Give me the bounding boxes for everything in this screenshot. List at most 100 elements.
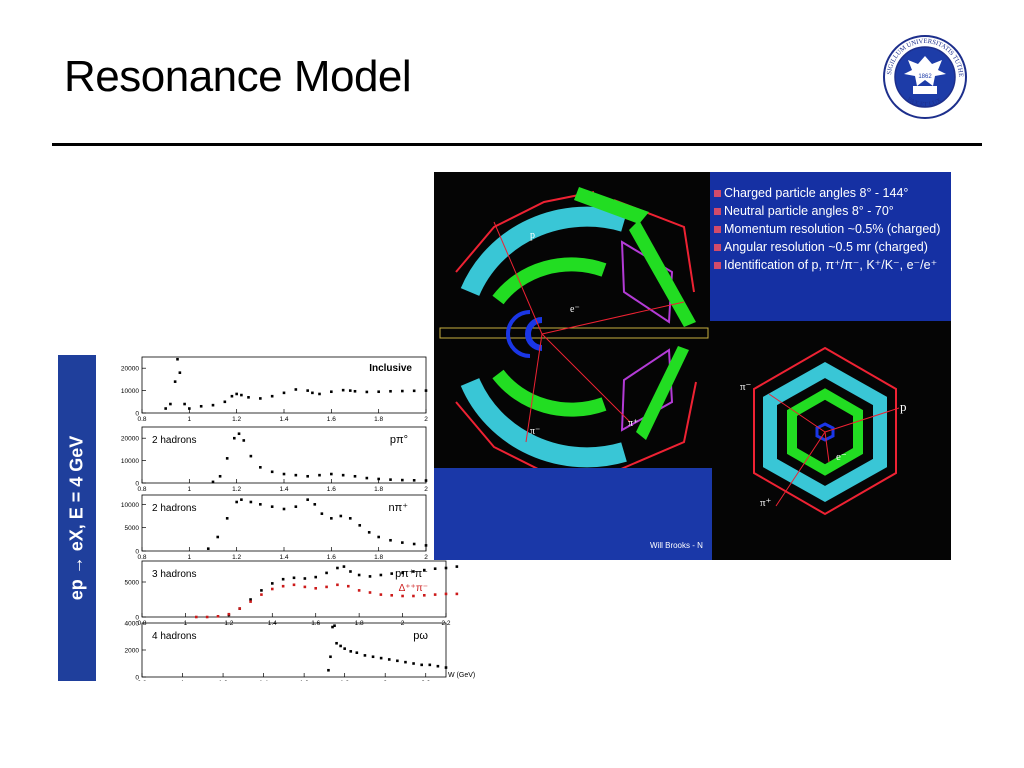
side-label-pi-minus: π⁻	[530, 426, 540, 437]
x-tick-label: 0.8	[137, 680, 146, 681]
data-point	[412, 389, 416, 393]
x-tick-label: 1.2	[232, 486, 241, 493]
data-point	[346, 584, 350, 588]
data-point	[444, 592, 448, 596]
x-tick-label: 1.8	[374, 486, 383, 493]
data-point	[270, 394, 274, 398]
data-point	[318, 392, 321, 396]
data-point	[282, 507, 286, 511]
data-point	[353, 474, 357, 478]
data-point	[336, 583, 339, 587]
x-tick-label: 0.8	[137, 486, 146, 493]
data-point	[348, 517, 352, 520]
bullet-icon	[714, 262, 721, 270]
y-tick-label: 20000	[121, 366, 139, 373]
data-point	[412, 594, 415, 598]
data-point	[401, 389, 404, 393]
data-point	[218, 474, 222, 478]
x-tick-label: 2	[424, 486, 428, 493]
data-point	[333, 624, 336, 627]
data-point	[281, 577, 285, 581]
end-view-diagram: π⁻ p e⁻ π⁺	[740, 346, 907, 516]
data-point	[259, 503, 262, 506]
data-point	[205, 615, 209, 619]
data-point	[401, 571, 404, 575]
data-point	[270, 470, 274, 474]
x-tick-label: 1.2	[224, 620, 233, 627]
data-point	[455, 565, 459, 568]
detector-spec-item: Identification of p, π⁺/π⁻, K⁺/K⁻, e⁻/e⁺	[714, 256, 951, 274]
detector-spec-text: Identification of p, π⁺/π⁻, K⁺/K⁻, e⁻/e⁺	[724, 258, 938, 272]
data-point	[358, 524, 362, 527]
detector-spec-text: Momentum resolution ~0.5% (charged)	[724, 222, 941, 236]
data-point	[247, 396, 250, 399]
data-point	[294, 388, 298, 391]
data-point	[387, 658, 391, 661]
plot-frame	[141, 560, 447, 618]
data-point	[379, 656, 383, 660]
x-tick-label: 2	[424, 554, 428, 561]
data-point	[325, 585, 328, 589]
plot-sub-channel: Δ⁺⁺π⁻	[399, 583, 428, 594]
y-tick-label: 5000	[125, 580, 140, 587]
x-tick-label: 1.4	[279, 554, 288, 561]
x-tick-label: 2	[424, 416, 428, 423]
y-tick-label: 10000	[121, 502, 139, 509]
data-point	[377, 390, 380, 394]
data-point	[206, 547, 210, 550]
y-tick-label: 0	[135, 549, 139, 556]
y-tick-label: 0	[135, 481, 139, 488]
x-tick-label: 1.6	[327, 554, 336, 561]
data-point	[216, 535, 220, 539]
data-point	[188, 407, 191, 410]
side-label-p: p	[530, 230, 535, 241]
data-point	[339, 514, 343, 518]
x-tick-label: 1.4	[268, 620, 277, 627]
detector-spec-item: Neutral particle angles 8° - 70°	[714, 202, 951, 220]
end-label-pi-plus: π⁺	[760, 497, 772, 509]
x-tick-label: 1.6	[327, 486, 336, 493]
data-point	[211, 480, 215, 484]
data-point	[389, 389, 392, 393]
y-tick-label: 10000	[121, 388, 139, 395]
data-point	[303, 585, 307, 589]
y-tick-label: 5000	[125, 525, 140, 532]
side-label-e: e⁻	[570, 304, 580, 315]
data-point	[235, 500, 238, 504]
data-point	[235, 392, 238, 396]
plot-sidebar: ep → eX, E = 4 GeV	[58, 355, 96, 681]
data-point	[216, 615, 220, 618]
plot-channel: pω	[413, 630, 428, 642]
data-point	[331, 625, 334, 629]
detector-footer-strip	[434, 468, 712, 560]
y-tick-label: 10000	[121, 458, 139, 465]
data-point	[349, 650, 353, 653]
university-seal-icon: SIGILLUM UNIVERSITATIS TUTHEENSIS PAX ET…	[882, 34, 967, 119]
x-tick-label: 2	[383, 680, 387, 681]
plot-channel: nπ⁺	[388, 502, 408, 514]
data-point	[240, 498, 243, 501]
data-point	[318, 473, 321, 477]
data-point	[176, 357, 179, 361]
data-point	[237, 432, 241, 436]
side-label-pi-plus: π⁺	[628, 418, 638, 429]
x-axis-label: W (GeV)	[448, 672, 475, 679]
data-point	[343, 647, 346, 650]
data-point	[330, 517, 333, 520]
data-point	[424, 389, 428, 392]
data-point	[341, 473, 345, 477]
data-point	[424, 544, 428, 547]
data-point	[260, 593, 263, 596]
x-tick-label: 1	[181, 680, 185, 681]
data-point	[327, 668, 330, 672]
x-tick-label: 1.2	[219, 680, 228, 681]
bullet-icon	[714, 226, 721, 234]
data-point	[365, 390, 369, 394]
data-point	[335, 641, 338, 645]
data-point	[433, 593, 437, 596]
data-point	[401, 541, 404, 544]
data-point	[320, 512, 324, 515]
data-point	[389, 478, 392, 481]
x-tick-label: 1.2	[232, 416, 241, 423]
data-point	[336, 566, 339, 570]
